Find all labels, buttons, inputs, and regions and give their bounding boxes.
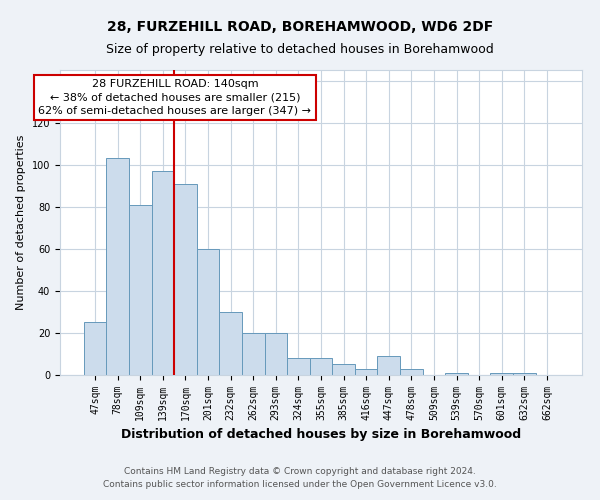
Text: 28 FURZEHILL ROAD: 140sqm
← 38% of detached houses are smaller (215)
62% of semi: 28 FURZEHILL ROAD: 140sqm ← 38% of detac… [38, 79, 311, 116]
Bar [220, 312, 242, 375]
Bar [106, 158, 129, 375]
Bar [377, 356, 400, 375]
Bar [174, 184, 197, 375]
Bar [129, 204, 152, 375]
Y-axis label: Number of detached properties: Number of detached properties [16, 135, 26, 310]
X-axis label: Distribution of detached houses by size in Borehamwood: Distribution of detached houses by size … [121, 428, 521, 442]
Bar [242, 333, 265, 375]
Bar [310, 358, 332, 375]
Bar [513, 373, 536, 375]
Bar [152, 171, 174, 375]
Text: 28, FURZEHILL ROAD, BOREHAMWOOD, WD6 2DF: 28, FURZEHILL ROAD, BOREHAMWOOD, WD6 2DF [107, 20, 493, 34]
Bar [265, 333, 287, 375]
Bar [287, 358, 310, 375]
Bar [332, 364, 355, 375]
Text: Contains HM Land Registry data © Crown copyright and database right 2024.
Contai: Contains HM Land Registry data © Crown c… [103, 468, 497, 489]
Text: Size of property relative to detached houses in Borehamwood: Size of property relative to detached ho… [106, 42, 494, 56]
Bar [197, 249, 220, 375]
Bar [490, 373, 513, 375]
Bar [445, 373, 468, 375]
Bar [84, 322, 106, 375]
Bar [400, 368, 422, 375]
Bar [355, 368, 377, 375]
